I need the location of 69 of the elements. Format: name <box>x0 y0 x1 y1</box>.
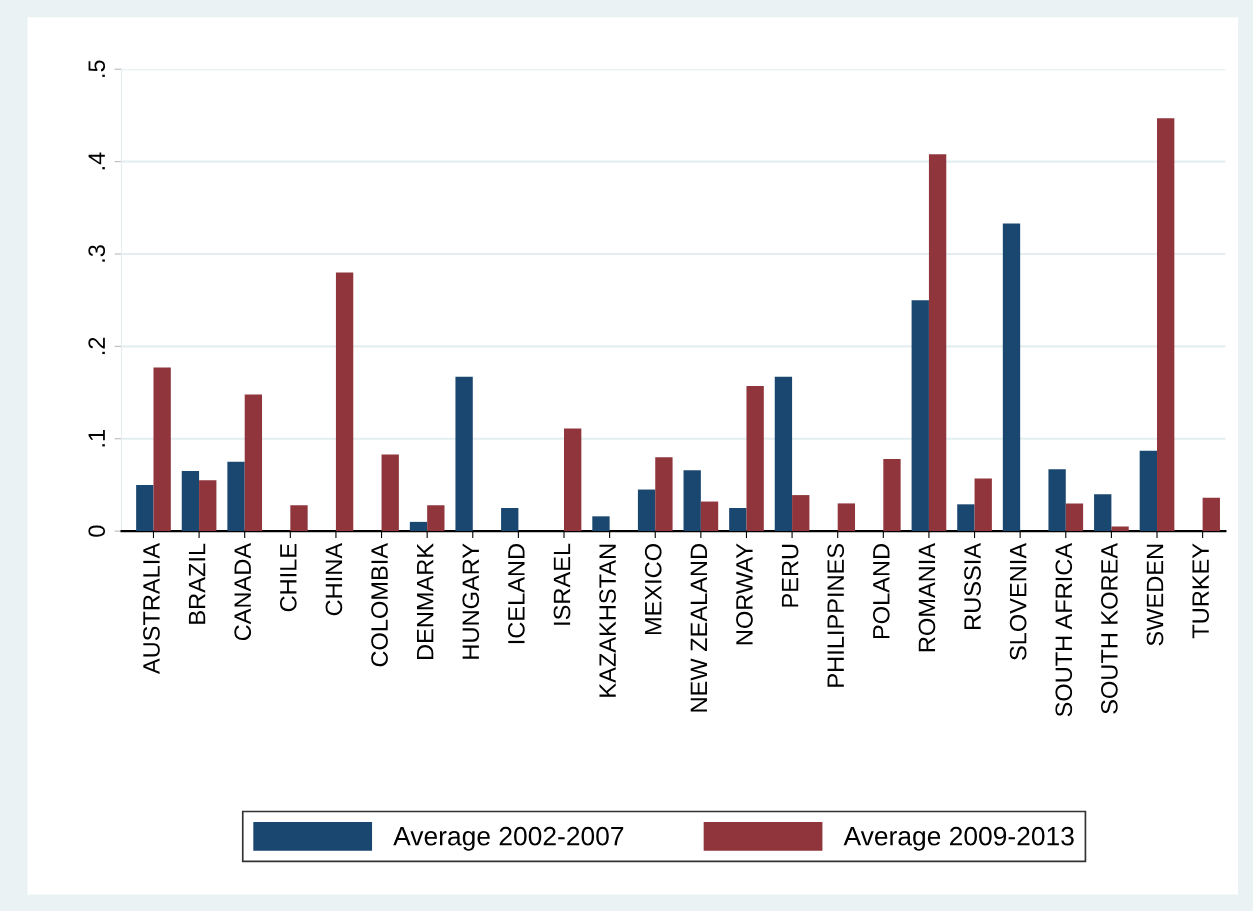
bar <box>136 484 154 532</box>
x-tick-label: RUSSIA <box>964 542 981 629</box>
bar <box>957 504 975 532</box>
bar <box>335 272 354 532</box>
bar <box>746 386 764 532</box>
bar <box>683 470 701 532</box>
bar <box>199 480 217 532</box>
x-tick-label: SLOVENIA <box>1009 542 1027 660</box>
bar <box>181 471 200 532</box>
legend-label: Average 2002-2007 <box>393 826 624 851</box>
x-tick-label: HUNGARY <box>462 543 480 659</box>
x-tick-label: POLAND <box>872 544 890 639</box>
bar <box>1094 494 1112 532</box>
bar <box>427 505 445 532</box>
legend-label: Average 2009-2013 <box>843 826 1074 851</box>
bar <box>227 461 245 532</box>
x-tick-label: CANADA <box>234 542 252 641</box>
y-tick-label: .5 <box>88 60 106 77</box>
x-tick-label: CHINA <box>325 542 343 616</box>
y-tick-label: .1 <box>88 430 105 447</box>
bar <box>1139 450 1158 532</box>
bar <box>501 508 519 532</box>
bar <box>1048 469 1066 532</box>
bar <box>974 478 992 532</box>
bar <box>1111 526 1129 532</box>
y-tick-label: .3 <box>88 245 106 262</box>
x-tick-label: PERU <box>781 544 799 607</box>
x-tick-label: SWEDEN <box>1146 544 1164 646</box>
bar <box>774 376 793 532</box>
x-tick-label: SOUTH KOREA <box>1101 542 1118 714</box>
bar <box>928 154 947 532</box>
bar <box>564 428 582 532</box>
bar <box>381 454 399 532</box>
x-tick-label: ISRAEL <box>553 543 571 625</box>
bar <box>244 394 263 532</box>
y-tick-label: 0 <box>88 525 106 537</box>
bar <box>290 505 308 532</box>
bar <box>837 503 856 532</box>
x-tick-label: COLOMBIA <box>371 542 388 667</box>
bar <box>637 489 656 532</box>
bar <box>792 495 810 532</box>
x-tick-label: AUSTRALIA <box>143 542 160 675</box>
bar <box>1157 118 1175 532</box>
x-tick-label: PHILIPPINES <box>827 544 845 687</box>
bar <box>1002 223 1021 532</box>
y-tick-label: .4 <box>88 152 105 170</box>
y-tick-label: .2 <box>88 337 105 355</box>
x-tick-label: BRAZIL <box>188 543 206 624</box>
bar <box>883 459 901 532</box>
bar <box>455 376 473 532</box>
bar <box>1065 503 1084 532</box>
x-tick-label: ROMANIA <box>918 542 936 652</box>
x-tick-label: MEXICO <box>644 544 662 635</box>
bar <box>592 516 610 532</box>
x-tick-label: NORWAY <box>736 543 753 645</box>
x-tick-label: CHILE <box>279 543 297 612</box>
x-tick-label: TURKEY <box>1192 543 1209 639</box>
bar <box>409 521 428 532</box>
x-tick-label: ICELAND <box>508 544 525 644</box>
x-tick-label: SOUTH AFRICA <box>1055 542 1073 717</box>
bar <box>153 367 171 532</box>
bar <box>911 300 929 532</box>
x-tick-label: DENMARK <box>417 543 434 660</box>
bar <box>655 457 673 532</box>
bar <box>729 508 747 532</box>
bar <box>1202 497 1220 532</box>
x-tick-label: NEW ZEALAND <box>690 544 707 712</box>
bar <box>700 501 719 532</box>
x-tick-label: KAZAKHSTAN <box>599 544 616 697</box>
